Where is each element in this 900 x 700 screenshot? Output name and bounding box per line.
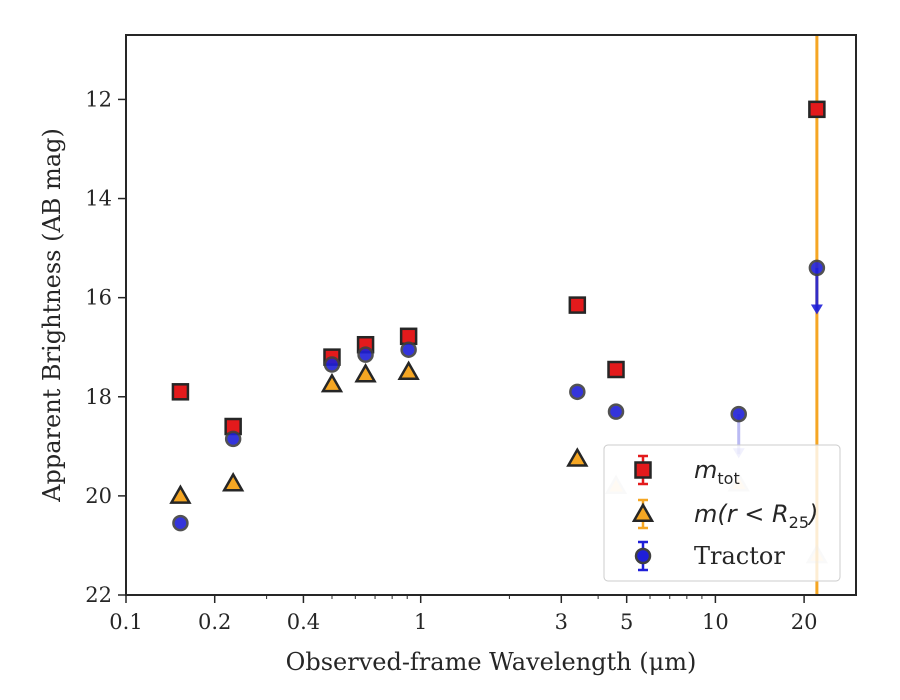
chart: 0.1 0.2 0.4 1 3 5 10 20 12 14 16 18 20 22 Observed-f…: [0, 0, 900, 700]
x-tick-label: 5: [620, 610, 633, 634]
tractor-point: [226, 432, 240, 446]
x-tick-label: 0.4: [287, 610, 320, 634]
mtot-point: [173, 384, 188, 399]
mtot-point: [609, 362, 624, 377]
legend-marker: [636, 463, 651, 478]
y-tick-label: 16: [85, 286, 112, 310]
mtot-point: [809, 102, 824, 117]
y-tick-label: 14: [85, 187, 112, 211]
y-tick-label: 20: [85, 484, 112, 508]
x-tick-label: 20: [791, 610, 818, 634]
mtot-point: [570, 298, 585, 313]
x-tick-label: 0.2: [198, 610, 231, 634]
x-axis-ticks: 0.1 0.2 0.4 1 3 5 10 20: [109, 595, 817, 634]
tractor-point: [732, 407, 746, 421]
legend-label: Tractor: [694, 542, 785, 570]
tractor-point: [325, 358, 339, 372]
y-tick-label: 22: [85, 583, 112, 607]
y-tick-label: 18: [85, 385, 112, 409]
x-tick-label: 10: [702, 610, 729, 634]
y-axis-ticks: 12 14 16 18 20 22: [85, 87, 126, 607]
x-tick-label: 3: [555, 610, 568, 634]
tractor-point: [609, 405, 623, 419]
legend-marker: [636, 549, 650, 563]
tractor-point: [359, 348, 373, 362]
x-tick-label: 0.1: [109, 610, 142, 634]
y-tick-label: 12: [85, 87, 112, 111]
tractor-point: [810, 261, 824, 275]
y-axis-label: Apparent Brightness (AB mag): [38, 128, 66, 503]
tractor-point: [570, 385, 584, 399]
x-axis-label: Observed-frame Wavelength (μm): [286, 648, 697, 676]
tractor-point: [402, 343, 416, 357]
x-tick-label: 1: [414, 610, 427, 634]
tractor-point: [173, 516, 187, 530]
